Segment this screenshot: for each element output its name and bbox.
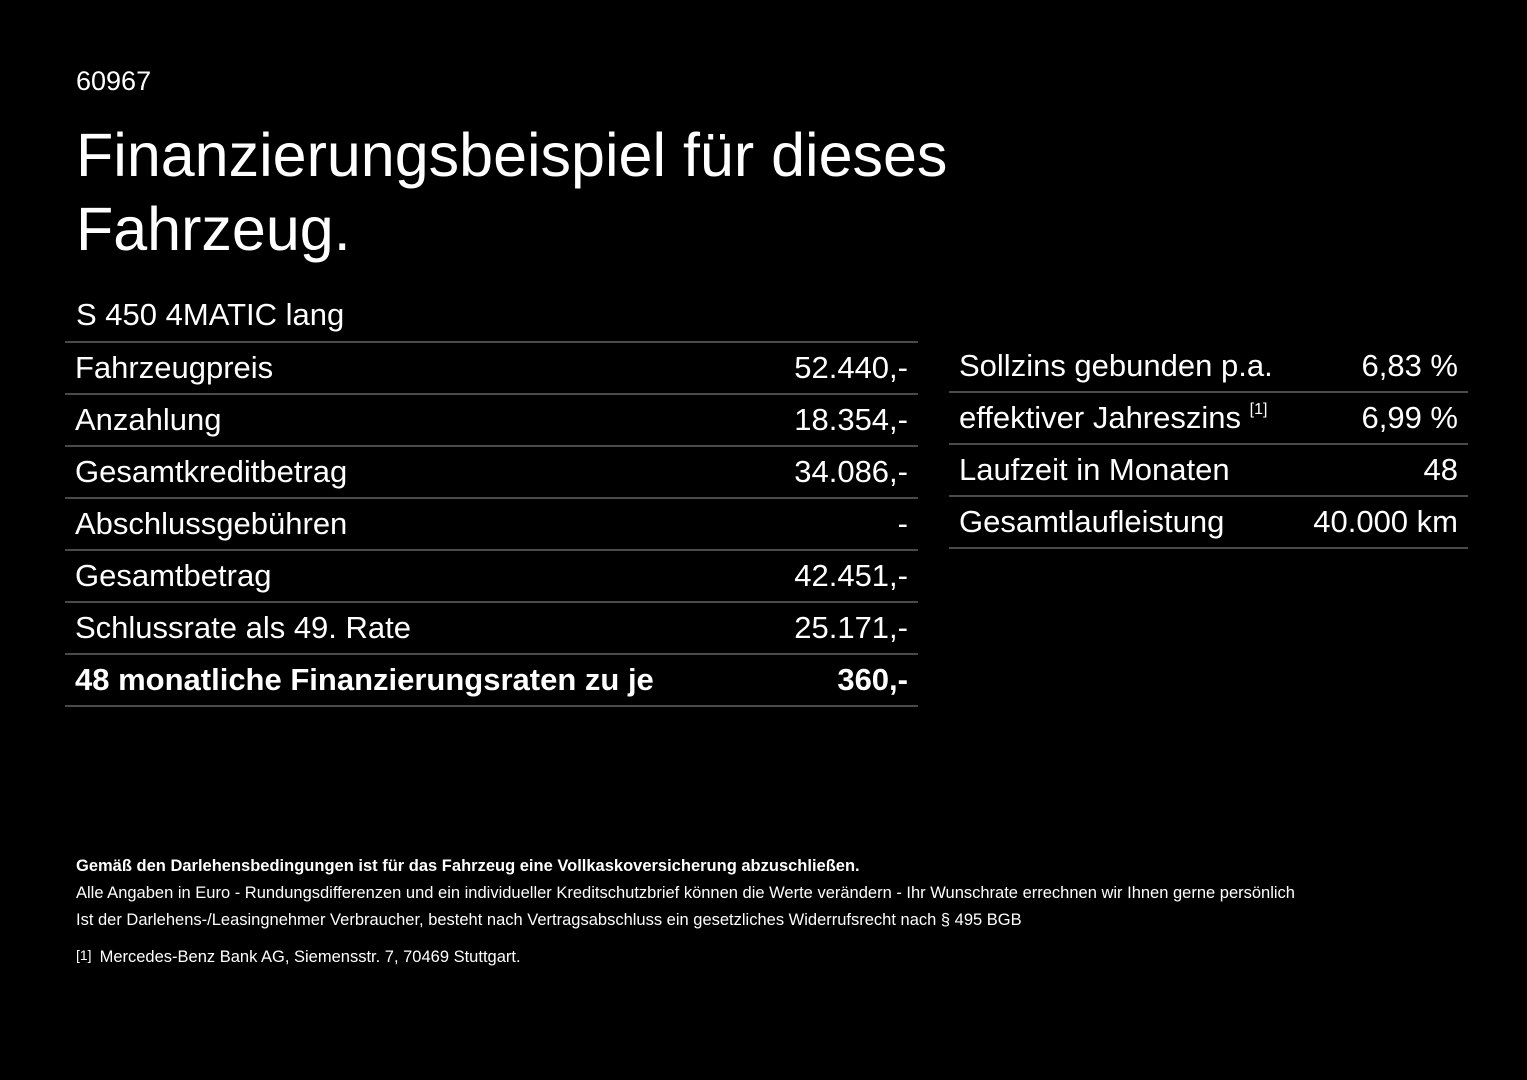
row-label: Gesamtlaufleistung: [949, 496, 1297, 549]
row-label: effektiver Jahreszins: [959, 400, 1241, 435]
withdrawal-note: Ist der Darlehens-/Leasingnehmer Verbrau…: [76, 911, 1022, 929]
row-label: Anzahlung: [65, 394, 763, 447]
table-row: Gesamtkreditbetrag 34.086,-: [65, 446, 918, 499]
row-value: 6,83 %: [1296, 341, 1468, 393]
row-value: 42.451,-: [762, 550, 918, 603]
row-value: -: [762, 498, 918, 551]
model-name: S 450 4MATIC lang: [76, 297, 345, 332]
row-value: 360,-: [762, 654, 918, 707]
table-row: Gesamtlaufleistung 40.000 km: [949, 496, 1468, 549]
row-label: Laufzeit in Monaten: [949, 444, 1297, 497]
table-row: Anzahlung 18.354,-: [65, 394, 918, 447]
disclaimer-line: Alle Angaben in Euro - Rundungsdifferenz…: [76, 884, 1295, 902]
row-label: Gesamtkreditbetrag: [65, 446, 763, 499]
monthly-rate-row: 48 monatliche Finanzierungsraten zu je 36…: [65, 654, 918, 707]
footnote-text: Mercedes-Benz Bank AG, Siemensstr. 7, 70…: [99, 948, 521, 966]
row-label: 48 monatliche Finanzierungsraten zu je: [65, 654, 763, 707]
footnote-ref: [1]: [1249, 401, 1268, 418]
interest-table: Sollzins gebunden p.a. 6,83 % effektiver …: [949, 341, 1468, 549]
row-value: 48: [1296, 444, 1468, 497]
table-row: Schlussrate als 49. Rate 25.171,-: [65, 602, 918, 655]
table-row: Abschlussgebühren -: [65, 498, 918, 551]
offer-code: 60967: [76, 66, 152, 96]
table-row: Fahrzeugpreis 52.440,-: [65, 342, 918, 395]
row-label: Gesamtbetrag: [65, 550, 763, 603]
footer-notes: Gemäß den Darlehensbedingungen ist für d…: [76, 853, 1295, 971]
table-row: effektiver Jahreszins [1] 6,99 %: [949, 392, 1468, 445]
row-value: 34.086,-: [762, 446, 918, 499]
footnote: [1] Mercedes-Benz Bank AG, Siemensstr. 7,…: [76, 942, 1295, 971]
footnote-mark: [1]: [76, 947, 92, 963]
table-row: Sollzins gebunden p.a. 6,83 %: [949, 341, 1468, 393]
insurance-note: Gemäß den Darlehensbedingungen ist für d…: [76, 857, 860, 875]
row-value: 25.171,-: [762, 602, 918, 655]
table-row: Laufzeit in Monaten 48: [949, 444, 1468, 497]
row-label: Schlussrate als 49. Rate: [65, 602, 763, 655]
financing-table: Fahrzeugpreis 52.440,- Anzahlung 18.354,- …: [65, 341, 918, 707]
table-row: Gesamtbetrag 42.451,-: [65, 550, 918, 603]
row-label: Fahrzeugpreis: [65, 342, 763, 395]
row-label-cell: effektiver Jahreszins [1]: [949, 392, 1297, 445]
row-value: 18.354,-: [762, 394, 918, 447]
row-label: Abschlussgebühren: [65, 498, 763, 551]
row-value: 52.440,-: [762, 342, 918, 395]
row-value: 6,99 %: [1296, 392, 1468, 445]
row-label: Sollzins gebunden p.a.: [949, 341, 1297, 393]
page-title: Finanzierungsbeispiel für dieses Fahrzeu…: [76, 121, 948, 263]
row-value: 40.000 km: [1296, 496, 1468, 549]
